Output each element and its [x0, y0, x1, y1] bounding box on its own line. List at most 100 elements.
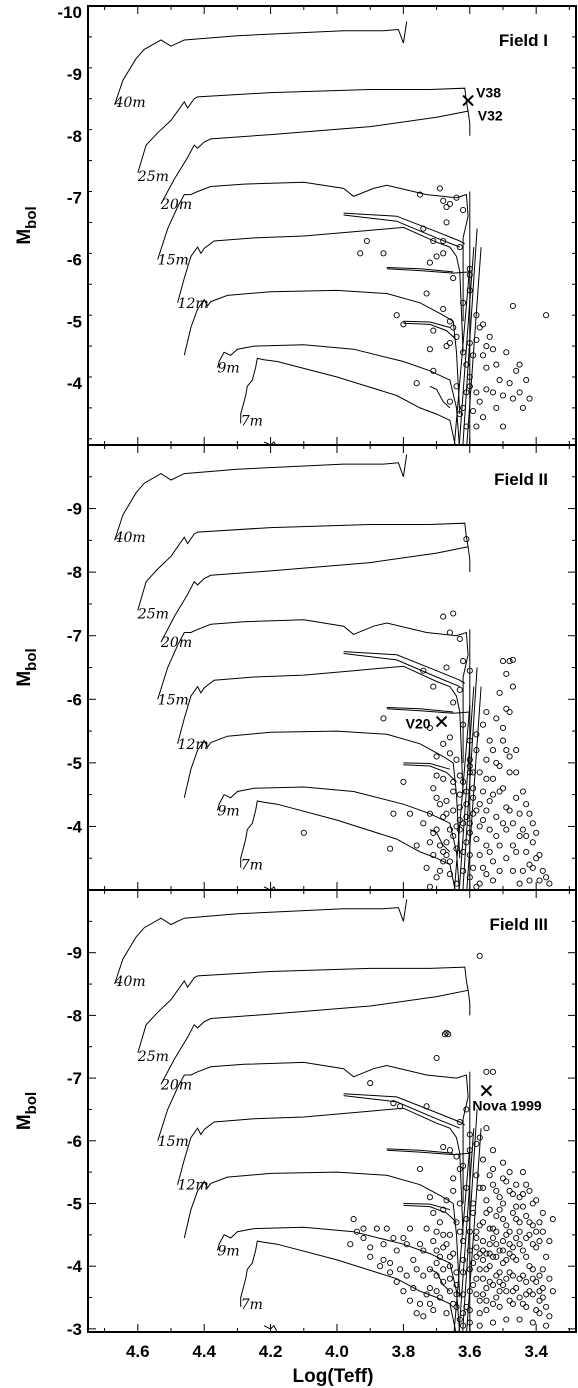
data-point [433, 1272, 440, 1279]
data-point [513, 1181, 520, 1188]
star-label: V32 [478, 108, 503, 124]
data-point [420, 667, 427, 674]
mass-label: 15m [158, 692, 189, 708]
evolutionary-track [240, 800, 456, 890]
data-point [479, 1184, 487, 1191]
data-point [470, 785, 477, 792]
data-point [470, 794, 477, 801]
data-point [489, 1300, 497, 1307]
data-point [460, 404, 467, 411]
data-point [373, 1225, 380, 1232]
data-point [463, 1106, 470, 1113]
evolutionary-track [386, 707, 454, 713]
evolutionary-track [462, 667, 478, 890]
data-point [536, 1310, 543, 1317]
data-point [387, 1269, 394, 1276]
data-point [486, 1263, 493, 1270]
data-point [503, 1231, 510, 1238]
data-point [456, 1228, 463, 1235]
data-point [420, 1313, 427, 1320]
data-point [466, 339, 473, 347]
data-point [423, 290, 430, 297]
data-point [433, 253, 440, 260]
data-point [483, 807, 490, 814]
data-point [383, 1225, 390, 1232]
data-point [496, 1288, 503, 1295]
data-point [513, 1285, 520, 1292]
evolutionary-track [386, 1148, 454, 1154]
y-tick-label: -8 [67, 563, 82, 582]
data-point [489, 791, 497, 798]
mass-label: 12m [178, 1178, 209, 1194]
data-point [380, 715, 387, 722]
data-point [476, 1310, 483, 1317]
evolutionary-track [458, 247, 475, 445]
data-point [460, 1310, 467, 1317]
data-point [473, 312, 480, 319]
data-point [433, 1228, 440, 1235]
data-point [473, 1244, 480, 1251]
data-point [473, 336, 480, 343]
data-point [426, 810, 433, 817]
data-point [430, 829, 437, 836]
data-point [529, 839, 536, 846]
data-point [479, 1256, 487, 1263]
data-point [516, 361, 523, 368]
data-point [456, 804, 463, 811]
evolutionary-track [403, 320, 451, 328]
y-tick-label: -9 [67, 944, 82, 963]
mass-label: 7m [241, 413, 263, 429]
data-point [453, 333, 460, 340]
data-point [380, 250, 387, 257]
evolutionary-track [137, 87, 469, 174]
data-point [496, 377, 503, 384]
data-point [446, 1231, 453, 1238]
evolutionary-track [157, 619, 469, 763]
data-point [523, 1234, 530, 1242]
data-point [406, 1225, 414, 1232]
data-point [496, 788, 503, 795]
data-point [460, 1162, 467, 1169]
data-point [506, 708, 513, 716]
data-point [430, 237, 437, 245]
data-point [363, 237, 370, 245]
data-point [513, 1256, 520, 1263]
data-point [489, 858, 497, 865]
data-point [450, 807, 457, 814]
evolutionary-track [403, 322, 457, 341]
data-point [473, 731, 480, 738]
data-point [350, 1216, 357, 1223]
mass-label: 40m [114, 974, 146, 990]
data-point [523, 1291, 530, 1298]
data-point [499, 658, 507, 665]
data-point [466, 1247, 473, 1254]
data-point [486, 1241, 493, 1248]
data-point [493, 759, 500, 766]
data-point [463, 1216, 470, 1223]
data-point [519, 788, 526, 795]
y-tick-label: -8 [67, 1006, 82, 1025]
data-point [470, 352, 477, 359]
data-point [506, 807, 513, 814]
y-tick-label: -7 [67, 627, 82, 646]
x-tick-label: 3.4 [524, 1342, 548, 1361]
data-point [539, 1209, 546, 1216]
data-point [486, 737, 493, 744]
data-point [470, 407, 477, 415]
data-point [436, 1219, 443, 1226]
data-point [446, 398, 453, 405]
data-point [509, 1253, 516, 1260]
evolutionary-track [453, 265, 471, 445]
data-point [433, 772, 440, 779]
data-point [506, 1241, 513, 1248]
data-point [516, 1241, 523, 1248]
data-point [539, 1285, 546, 1292]
data-point [450, 788, 457, 795]
mass-label: 25m [137, 1049, 169, 1065]
data-point [509, 395, 516, 402]
data-point [423, 1291, 430, 1298]
evolutionary-track [386, 267, 454, 273]
data-point [499, 392, 507, 399]
data-point [466, 737, 473, 744]
data-point [453, 823, 460, 830]
